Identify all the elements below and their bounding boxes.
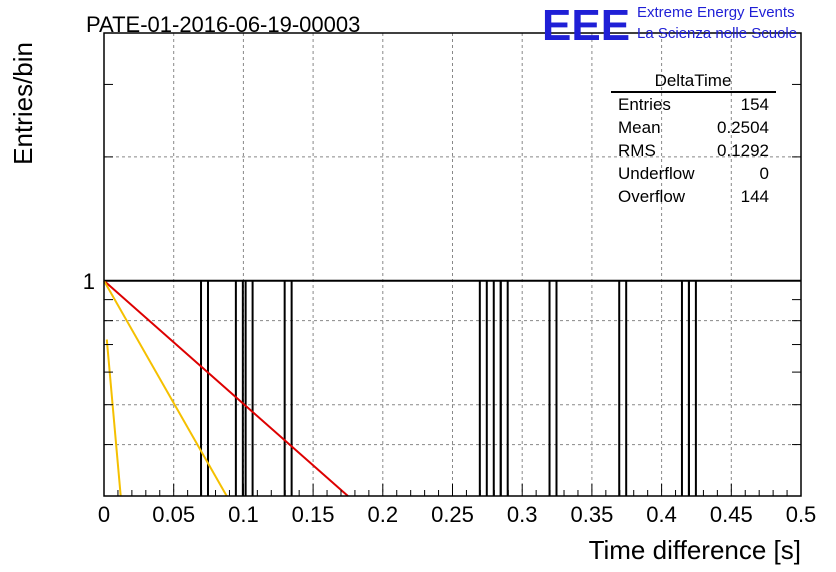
x-tick-label: 0.1 [228,502,259,527]
y-tick-label: 1 [83,269,95,294]
x-tick-label: 0.2 [368,502,399,527]
stats-box: DeltaTime Entries 154 Mean 0.2504 RMS 0.… [611,71,776,206]
x-axis: 0 0.05 0.1 0.15 0.2 0.25 0.3 0.35 0.4 0.45 0.5 [98,484,816,527]
fit-curve [103,280,349,497]
x-tick-label: 0.15 [292,502,335,527]
stats-label-rms: RMS [618,141,656,160]
histogram [104,279,801,496]
stats-label-mean: Mean [618,118,661,137]
y-axis-title: Entries/bin [8,42,38,165]
x-tick-label: 0.05 [152,502,195,527]
fit-curves [103,280,349,497]
stats-value-rms: 0.1292 [717,141,769,160]
fit-curve [103,280,228,497]
x-tick-label: 0.25 [431,502,474,527]
stats-label-entries: Entries [618,95,671,114]
logo-line-2: La Scienza nelle Scuole [637,25,797,42]
stats-value-mean: 0.2504 [717,118,769,137]
x-tick-label: 0 [98,502,110,527]
logo-mark: EEE [542,1,630,50]
logo-line-1: Extreme Energy Events [637,4,795,21]
fit-curve [105,339,122,497]
x-tick-label: 0.4 [646,502,677,527]
y-axis: 1 [83,83,801,446]
stats-value-entries: 154 [741,95,769,114]
x-axis-title: Time difference [s] [589,535,801,565]
stats-value-overflow: 144 [741,187,769,206]
x-tick-label: 0.45 [710,502,753,527]
stats-label-underflow: Underflow [618,164,695,183]
stats-name: DeltaTime [655,71,732,90]
x-tick-label: 0.5 [786,502,817,527]
x-tick-label: 0.3 [507,502,538,527]
chart-title: PATE-01-2016-06-19-00003 [86,12,360,37]
eee-logo: EEE Extreme Energy Events La Scienza nel… [542,1,797,50]
stats-value-underflow: 0 [760,164,769,183]
x-tick-label: 0.35 [570,502,613,527]
stats-label-overflow: Overflow [618,187,686,206]
